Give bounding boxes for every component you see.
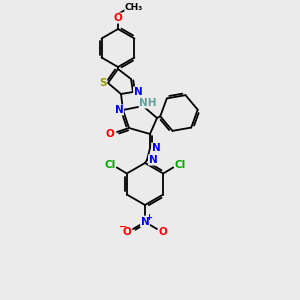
- Text: O: O: [159, 227, 167, 237]
- Text: Cl: Cl: [175, 160, 186, 170]
- Text: CH₃: CH₃: [125, 2, 143, 11]
- Text: N: N: [148, 155, 158, 165]
- Text: +: +: [146, 214, 152, 223]
- Text: N: N: [115, 105, 123, 115]
- Text: O: O: [114, 13, 122, 23]
- Text: N: N: [152, 143, 160, 153]
- Text: NH: NH: [139, 98, 157, 108]
- Text: N: N: [134, 87, 142, 97]
- Text: −: −: [119, 222, 127, 232]
- Text: N: N: [141, 217, 149, 227]
- Text: O: O: [123, 227, 131, 237]
- Text: O: O: [106, 129, 114, 139]
- Text: S: S: [99, 78, 107, 88]
- Text: Cl: Cl: [104, 160, 116, 170]
